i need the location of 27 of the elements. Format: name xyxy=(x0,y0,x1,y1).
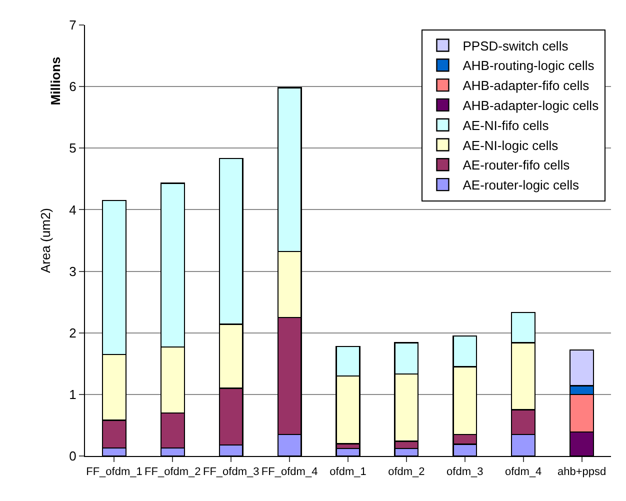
y-tick-label: 4 xyxy=(69,202,76,218)
x-tick-label: FF_ofdm_3 xyxy=(202,466,260,478)
x-tick-label: ofdm_3 xyxy=(446,466,484,478)
y-tick-label: 3 xyxy=(69,264,76,279)
text: Millions xyxy=(48,56,63,106)
y-tick-label: 0 xyxy=(69,448,76,464)
legend-label: AE-router-fifo cells xyxy=(462,158,570,173)
x-tick-label: ahb+ppsd xyxy=(557,466,606,478)
y-axis-title: Area (um2) xyxy=(38,208,54,274)
x-tick-label: FF_ofdm_2 xyxy=(144,466,201,478)
legend-label: PPSD-switch cells xyxy=(462,38,569,54)
x-tick-label: ofdm_2 xyxy=(388,466,425,478)
legend-label: AHB-routing-logic cells xyxy=(462,58,595,74)
x-tick-label: ofdm_4 xyxy=(504,466,542,478)
y-tick-label: 6 xyxy=(69,79,76,94)
x-tick-label: ofdm_1 xyxy=(330,466,366,478)
y-tick-label: 7 xyxy=(69,18,76,33)
y-tick-label: 1 xyxy=(69,386,76,402)
legend-label: AE-NI-fifo cells xyxy=(462,118,550,133)
legend-label: AE-NI-logic cells xyxy=(462,138,559,153)
legend-label: AE-router-logic cells xyxy=(462,178,580,193)
x-tick-label: FF_ofdm_4 xyxy=(261,466,318,478)
x-tick-label: FF_ofdm_1 xyxy=(86,466,142,478)
y-tick-label: 5 xyxy=(69,140,76,156)
y-tick-label: 2 xyxy=(69,325,76,340)
legend-label: AHB-adapter-fifo cells xyxy=(462,78,590,94)
legend-label: AHB-adapter-logic cells xyxy=(462,98,600,114)
